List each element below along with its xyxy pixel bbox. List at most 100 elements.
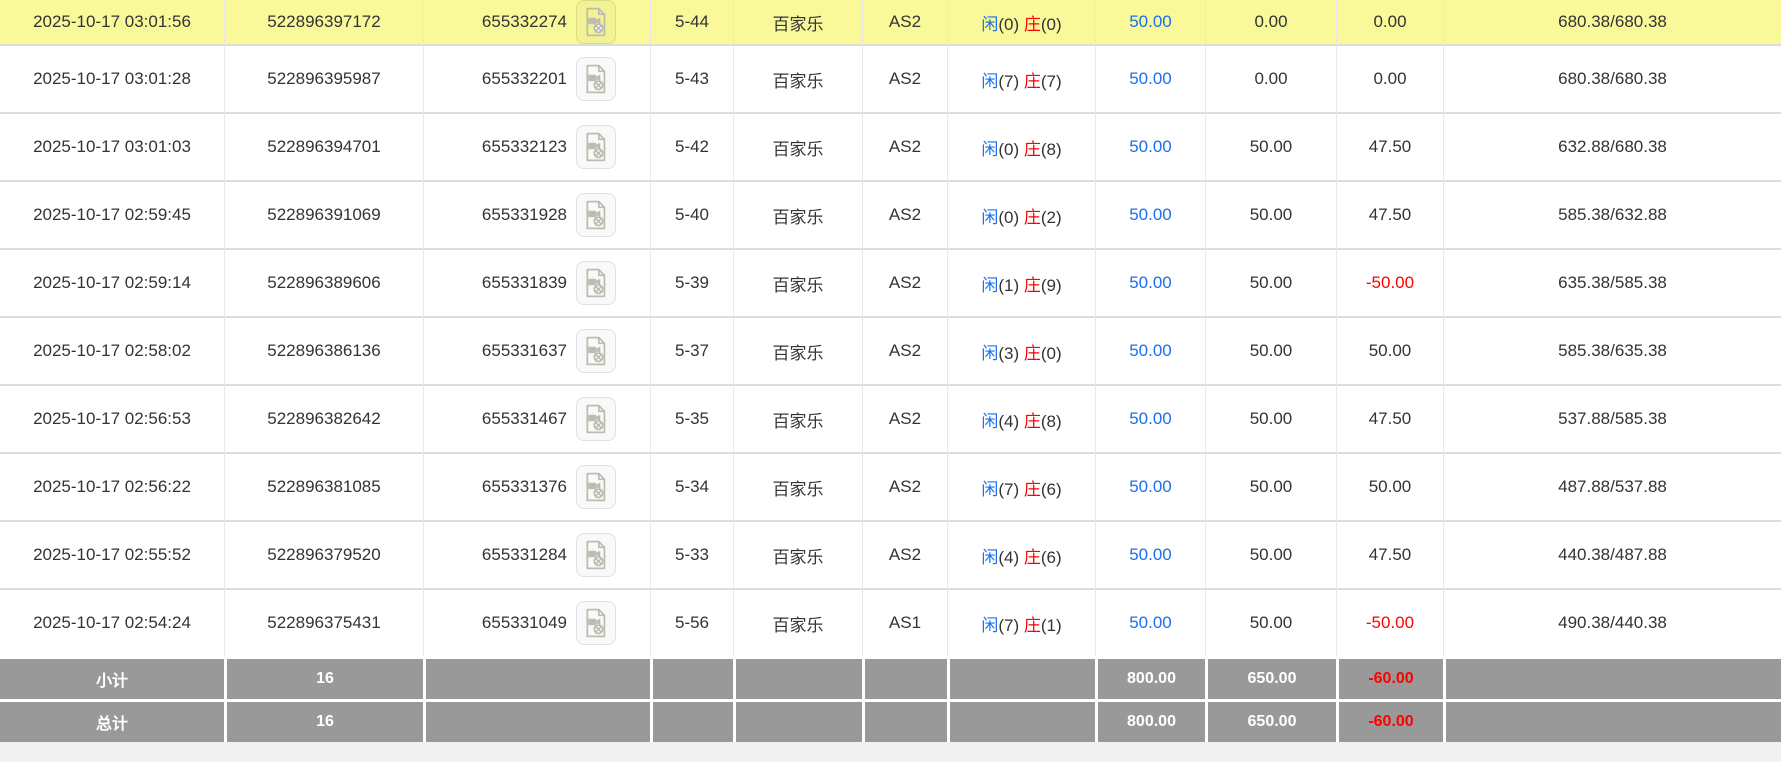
- bet-id-text: 655331637: [481, 341, 567, 360]
- video-icon-button[interactable]: [576, 329, 616, 373]
- video-icon-button[interactable]: [576, 397, 616, 441]
- banker-label: 庄: [1023, 275, 1041, 295]
- bet-amount-link[interactable]: 50.00: [1129, 273, 1172, 292]
- order-id-cell: 522896394701: [224, 112, 423, 180]
- win-loss-cell: 0.00: [1336, 44, 1443, 112]
- video-icon-button[interactable]: [576, 533, 616, 577]
- win-loss-value: 50.00: [1368, 341, 1412, 360]
- total-empty-cell: [947, 699, 1095, 742]
- round-cell: 5-37: [650, 316, 733, 384]
- bet-amount-link[interactable]: 50.00: [1129, 477, 1172, 496]
- valid-amount-cell: 50.00: [1205, 316, 1336, 384]
- player-label: 闲: [981, 139, 999, 159]
- player-score: (0): [998, 14, 1024, 34]
- win-loss-cell: 47.50: [1336, 112, 1443, 180]
- bet-id-text: 655331284: [481, 545, 567, 564]
- time-cell: 2025-10-17 02:56:22: [0, 452, 224, 520]
- result-cell: 闲(0) 庄(0): [947, 0, 1095, 44]
- video-icon-button[interactable]: [576, 125, 616, 169]
- video-file-icon: [586, 200, 606, 230]
- table-cell: AS2: [862, 452, 947, 520]
- player-label: 闲: [981, 411, 999, 431]
- round-cell: 5-43: [650, 44, 733, 112]
- bet-id-text: 655331928: [481, 205, 567, 224]
- banker-label: 庄: [1023, 139, 1041, 159]
- balance-cell: 680.38/680.38: [1443, 0, 1781, 44]
- total-bet-total: 800.00: [1095, 699, 1205, 742]
- table-row[interactable]: 2025-10-17 02:55:52 522896379520 655331284…: [0, 520, 1781, 588]
- table-row[interactable]: 2025-10-17 02:54:24 522896375431 655331049…: [0, 588, 1781, 656]
- valid-amount-cell: 50.00: [1205, 112, 1336, 180]
- game-cell: 百家乐: [733, 180, 862, 248]
- banker-label: 庄: [1023, 615, 1041, 635]
- bet-id-cell: 655331467: [423, 384, 650, 452]
- bet-amount-link[interactable]: 50.00: [1129, 12, 1172, 31]
- video-icon-button[interactable]: [576, 193, 616, 237]
- bet-id-cell: 655332201: [423, 44, 650, 112]
- table-row[interactable]: 2025-10-17 02:58:02 522896386136 655331637…: [0, 316, 1781, 384]
- round-cell: 5-33: [650, 520, 733, 588]
- table-row[interactable]: 2025-10-17 02:59:45 522896391069 655331928…: [0, 180, 1781, 248]
- bet-id-wrapper: 655332201: [424, 57, 650, 101]
- video-icon-button[interactable]: [576, 261, 616, 305]
- bet-amount-link[interactable]: 50.00: [1129, 613, 1172, 632]
- banker-score: (2): [1040, 207, 1062, 227]
- result-cell: 闲(0) 庄(8): [947, 112, 1095, 180]
- bet-amount-link[interactable]: 50.00: [1129, 341, 1172, 360]
- bet-amount-link[interactable]: 50.00: [1129, 205, 1172, 224]
- banker-score: (9): [1040, 275, 1062, 295]
- video-icon-button[interactable]: [576, 0, 616, 44]
- win-loss-value: -50.00: [1365, 613, 1415, 632]
- result-cell: 闲(1) 庄(9): [947, 248, 1095, 316]
- result-cell: 闲(7) 庄(6): [947, 452, 1095, 520]
- player-score: (7): [998, 71, 1024, 91]
- time-cell: 2025-10-17 03:01:28: [0, 44, 224, 112]
- banker-label: 庄: [1023, 14, 1041, 34]
- banker-score: (0): [1040, 343, 1062, 363]
- video-file-icon: [586, 64, 606, 94]
- valid-amount-cell: 50.00: [1205, 248, 1336, 316]
- order-id-cell: 522896397172: [224, 0, 423, 44]
- total-empty-cell: [733, 699, 862, 742]
- bet-amount-link[interactable]: 50.00: [1129, 69, 1172, 88]
- subtotal-row: 小计 16 800.00 650.00 -60.00: [0, 656, 1781, 699]
- result-cell: 闲(0) 庄(2): [947, 180, 1095, 248]
- bet-id-cell: 655331284: [423, 520, 650, 588]
- banker-score: (1): [1040, 615, 1062, 635]
- video-file-icon: [586, 608, 606, 638]
- win-loss-cell: 47.50: [1336, 180, 1443, 248]
- win-loss-cell: 47.50: [1336, 384, 1443, 452]
- table-row[interactable]: 2025-10-17 02:56:22 522896381085 655331376…: [0, 452, 1781, 520]
- result-cell: 闲(7) 庄(1): [947, 588, 1095, 656]
- bet-id-cell: 655331376: [423, 452, 650, 520]
- time-cell: 2025-10-17 02:59:14: [0, 248, 224, 316]
- table-row[interactable]: 2025-10-17 03:01:56 522896397172 655332274…: [0, 0, 1781, 44]
- round-cell: 5-40: [650, 180, 733, 248]
- table-row[interactable]: 2025-10-17 03:01:03 522896394701 655332123…: [0, 112, 1781, 180]
- table-row[interactable]: 2025-10-17 02:56:53 522896382642 655331467…: [0, 384, 1781, 452]
- video-icon-button[interactable]: [576, 601, 616, 645]
- video-icon-button[interactable]: [576, 57, 616, 101]
- bet-id-wrapper: 655331467: [424, 397, 650, 441]
- game-cell: 百家乐: [733, 452, 862, 520]
- total-winloss-total: -60.00: [1336, 699, 1443, 742]
- balance-cell: 632.88/680.38: [1443, 112, 1781, 180]
- bet-amount-link[interactable]: 50.00: [1129, 545, 1172, 564]
- table-row[interactable]: 2025-10-17 02:59:14 522896389606 655331839…: [0, 248, 1781, 316]
- video-icon-button[interactable]: [576, 465, 616, 509]
- banker-score: (7): [1040, 71, 1062, 91]
- bet-id-cell: 655331637: [423, 316, 650, 384]
- valid-amount-cell: 0.00: [1205, 0, 1336, 44]
- bet-amount-link[interactable]: 50.00: [1129, 137, 1172, 156]
- bet-id-wrapper: 655331049: [424, 601, 650, 645]
- bet-amount-link[interactable]: 50.00: [1129, 409, 1172, 428]
- player-score: (0): [998, 207, 1024, 227]
- game-cell: 百家乐: [733, 316, 862, 384]
- balance-cell: 680.38/680.38: [1443, 44, 1781, 112]
- game-cell: 百家乐: [733, 520, 862, 588]
- bet-id-text: 655331376: [481, 477, 567, 496]
- win-loss-value: 0.00: [1373, 12, 1407, 31]
- win-loss-value: -50.00: [1365, 273, 1415, 292]
- table-row[interactable]: 2025-10-17 03:01:28 522896395987 655332201…: [0, 44, 1781, 112]
